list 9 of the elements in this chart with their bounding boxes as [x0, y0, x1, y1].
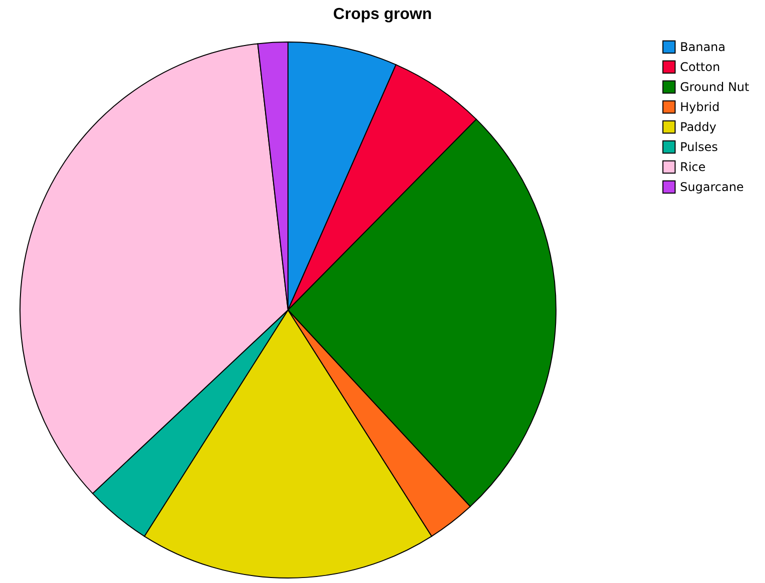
legend-label: Rice	[680, 160, 706, 174]
legend-label: Paddy	[680, 120, 716, 134]
legend-label: Hybrid	[680, 100, 720, 114]
legend-label: Ground Nut	[680, 80, 750, 94]
legend-label: Cotton	[680, 60, 720, 74]
legend-label: Pulses	[680, 140, 718, 154]
legend-label: Sugarcane	[680, 180, 744, 194]
chart-title: Crops grown	[333, 6, 432, 23]
legend-label: Banana	[680, 40, 726, 54]
